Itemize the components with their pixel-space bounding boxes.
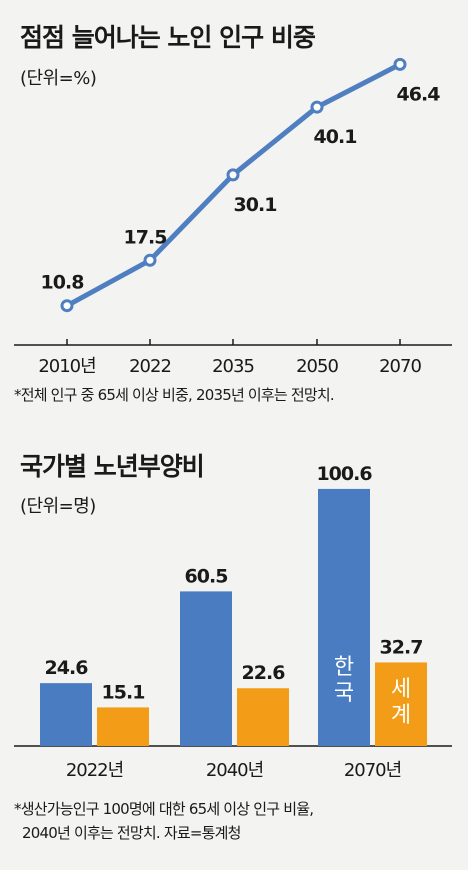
bar-value-label: 60.5 — [185, 565, 228, 587]
bar-chart-note: *생산가능인구 100명에 대한 65세 이상 인구 비율, 2040년 이후는… — [14, 797, 464, 845]
bar-chart-unit: (단위=명) — [20, 496, 96, 517]
data-label: 10.8 — [41, 272, 85, 294]
series-line — [65, 62, 402, 308]
data-label: 17.5 — [124, 226, 167, 248]
x-tick-label: 2070 — [379, 356, 421, 377]
data-point — [60, 299, 74, 313]
bar-chart-note-line1: *생산가능인구 100명에 대한 65세 이상 인구 비율, — [14, 800, 314, 818]
line-chart-unit: (단위=%) — [20, 68, 97, 89]
data-label: 46.4 — [397, 83, 441, 105]
x-tick-label: 2022 — [129, 356, 171, 377]
bar-value-label: 32.7 — [380, 636, 423, 658]
data-point — [143, 253, 157, 267]
bar — [180, 591, 232, 746]
x-tick-label: 2040년 — [206, 760, 263, 781]
data-label: 40.1 — [314, 126, 357, 148]
x-tick-label: 2050 — [296, 356, 338, 377]
data-point — [310, 100, 324, 114]
data-point — [226, 168, 240, 182]
bar-value-label: 15.1 — [102, 681, 145, 703]
bar — [318, 488, 370, 746]
line-chart-note: *전체 인구 중 65세 이상 비중, 2035년 이후는 전망치. — [14, 386, 335, 404]
x-tick-label: 2070년 — [344, 760, 401, 781]
bar-chart-title: 국가별 노년부양비 — [20, 452, 205, 481]
x-tick-label: 2035 — [212, 356, 254, 377]
bar-value-label: 22.6 — [242, 662, 286, 684]
data-label: 30.1 — [234, 194, 277, 216]
bar — [40, 683, 92, 746]
x-tick-label: 2022년 — [66, 760, 123, 781]
bar-value-label: 100.6 — [316, 463, 372, 485]
data-point — [393, 57, 407, 71]
line-chart-title: 점점 늘어나는 노인 인구 비중 — [20, 23, 316, 52]
bar-chart: 2022년 24.6 15.1 2040년 60.5 22.6 2070년 100.6 32.7… — [14, 463, 452, 781]
x-tick-label: 2010년 — [38, 356, 95, 377]
bar — [97, 707, 149, 746]
bar-chart-note-line2: 2040년 이후는 전망치. 자료=통계청 — [22, 824, 241, 842]
bar — [237, 688, 289, 746]
line-chart: 2010년 2022 2035 2050 2070 10.8 17.5 30.1 40.1 46.… — [14, 57, 452, 377]
bar-value-label: 24.6 — [45, 657, 89, 679]
bar — [375, 662, 427, 746]
